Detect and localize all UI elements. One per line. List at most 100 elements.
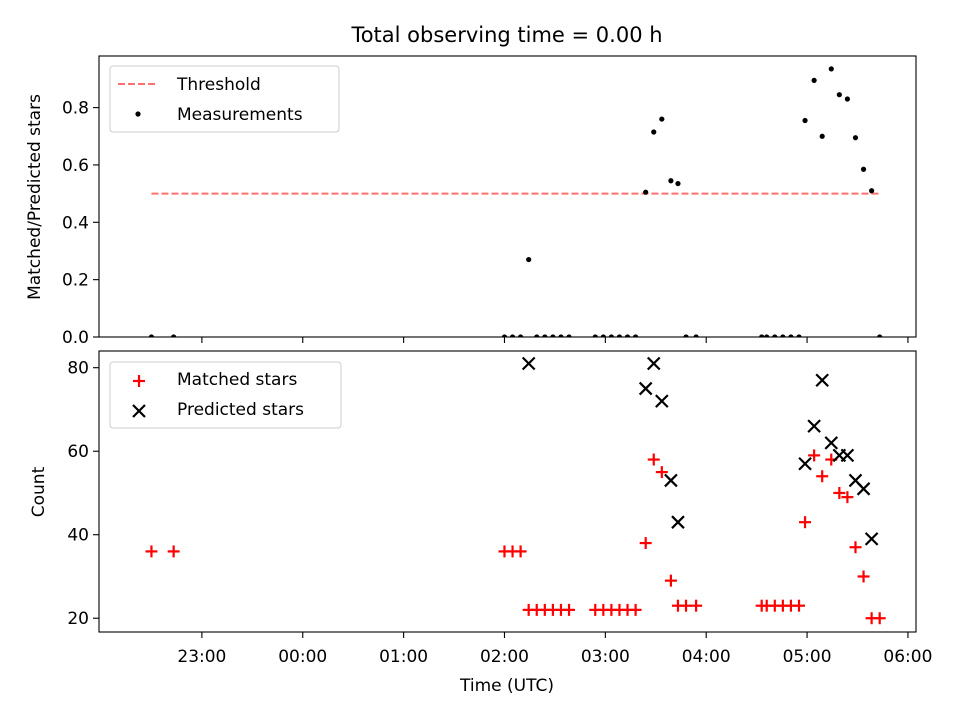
bottom-x-tick-label: 00:00: [278, 647, 327, 667]
measurement-point: [592, 334, 598, 337]
matched-legend-marker: [133, 375, 145, 387]
bottom-y-tick-label: 80: [67, 359, 89, 379]
measurement-point: [772, 334, 778, 337]
matched-star-point: [816, 470, 829, 483]
measurement-point: [811, 77, 817, 83]
matched-star-point: [563, 603, 576, 616]
measurement-point: [759, 334, 765, 337]
bottom-x-tick-label: 01:00: [379, 647, 428, 667]
matched-star-point: [799, 516, 812, 529]
matched-star-point: [849, 541, 862, 554]
top-y-tick-label: 0.0: [62, 328, 89, 348]
bottom-panel-frame: [98, 350, 917, 633]
measurements-legend-marker: [135, 111, 141, 117]
measurement-point: [624, 334, 631, 337]
measurement-point: [501, 334, 508, 337]
measurement-point: [852, 135, 859, 141]
matched-star-point: [680, 599, 693, 612]
measurement-point: [542, 334, 548, 337]
measurement-point: [693, 334, 699, 337]
matched-star-point: [690, 599, 703, 612]
top-y-tick-label: 0.4: [62, 213, 89, 233]
top-x-axis-ticks: [201, 337, 909, 343]
measurement-point: [796, 334, 802, 337]
predicted-star-point: [664, 473, 678, 488]
bottom-legend: Matched stars Predicted stars: [109, 361, 342, 429]
predicted-star-point: [840, 448, 855, 463]
bottom-y-axis: 20 40 60 80: [67, 359, 99, 629]
bottom-x-axis: 23:00 00:00 01:00 02:00 03:00 04:00 05:00 06:00: [177, 632, 932, 667]
top-legend-box: [109, 65, 340, 133]
bottom-y-tick-label: 40: [67, 526, 89, 546]
measurement-point: [550, 334, 556, 337]
matched-star-point: [792, 599, 805, 612]
top-y-axis-label: Matched/Predicted stars: [25, 94, 45, 300]
matched-star-point: [639, 537, 652, 550]
measurement-point: [566, 334, 572, 337]
matched-star-point: [655, 466, 668, 479]
top-y-tick-label: 0.8: [62, 99, 89, 119]
matched-star-point: [833, 486, 846, 499]
measurement-point: [651, 129, 657, 135]
matched-legend-label: Matched stars: [177, 370, 297, 390]
predicted-star-point: [798, 456, 812, 471]
predicted-star-point: [864, 532, 879, 546]
measurement-point: [526, 256, 532, 263]
bottom-x-tick-label: 03:00: [581, 647, 630, 667]
measurement-point: [643, 189, 649, 195]
measurement-point: [828, 66, 834, 72]
predicted-star-point: [521, 356, 536, 371]
bottom-x-tick-label: 06:00: [883, 647, 932, 667]
measurement-point: [171, 334, 177, 337]
measurement-point: [683, 334, 689, 337]
bottom-x-tick-label: 02:00: [480, 647, 529, 667]
measurement-point: [788, 334, 794, 337]
matched-star-point: [873, 612, 886, 625]
top-panel-frame: [98, 55, 917, 338]
measurement-point: [148, 334, 155, 337]
bottom-x-tick-label: 23:00: [177, 647, 226, 667]
bottom-plot-area: [145, 356, 886, 625]
top-plot-area: [148, 66, 883, 337]
top-y-axis: 0.0 0.2 0.4 0.6 0.8: [62, 99, 99, 348]
bottom-y-tick-label: 60: [67, 442, 89, 462]
measurement-point: [764, 334, 770, 337]
predicted-star-point: [856, 482, 871, 496]
measurement-point: [819, 133, 825, 139]
bottom-legend-box: [109, 361, 342, 429]
matched-star-point: [664, 574, 677, 587]
predicted-legend-marker: [132, 404, 146, 418]
predicted-star-point: [807, 419, 821, 433]
bottom-x-tick-label: 05:00: [783, 647, 832, 667]
predicted-star-point: [671, 515, 685, 529]
matched-star-point: [514, 545, 527, 558]
measurement-point: [877, 334, 883, 337]
measurement-point: [668, 178, 674, 184]
bottom-y-tick-label: 20: [67, 609, 89, 629]
predicted-star-point: [815, 373, 829, 388]
measurements-legend-label: Measurements: [177, 105, 303, 125]
top-y-tick-label: 0.2: [62, 271, 89, 291]
x-axis-label: Time (UTC): [459, 676, 554, 696]
measurement-point: [608, 334, 614, 337]
bottom-y-axis-label: Count: [29, 466, 49, 517]
matched-star-point: [647, 453, 660, 466]
measurement-point: [534, 334, 540, 337]
measurement-point: [600, 334, 606, 337]
measurement-point: [632, 334, 639, 337]
measurement-point: [780, 334, 786, 337]
predicted-star-point: [638, 381, 653, 396]
measurement-point: [802, 117, 808, 124]
matched-star-point: [167, 545, 180, 558]
measurement-point: [616, 334, 623, 337]
measurement-point: [869, 188, 875, 194]
measurement-point: [675, 180, 681, 187]
measurement-point: [659, 116, 665, 122]
matched-star-point: [629, 603, 642, 616]
top-panel: 0.00.20.40.60.8 Matched/Predicted stars …: [25, 55, 917, 348]
top-legend: Threshold Measurements: [109, 65, 340, 133]
bottom-x-tick-label: 04:00: [682, 647, 731, 667]
top-y-tick-label: 0.6: [62, 156, 89, 176]
matched-star-point: [857, 570, 870, 583]
